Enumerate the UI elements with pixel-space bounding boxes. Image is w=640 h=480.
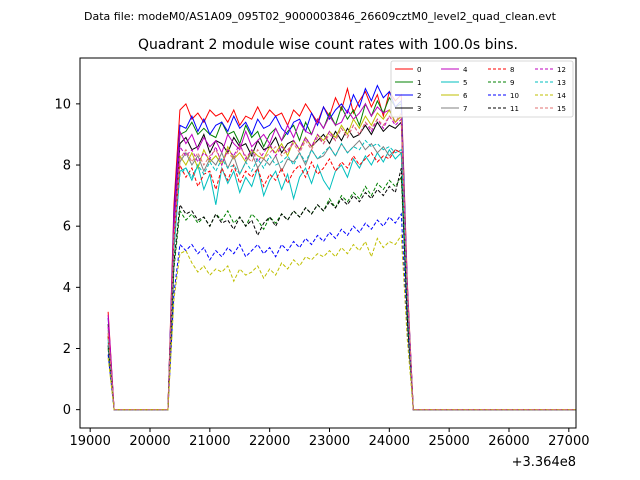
series-line-8 bbox=[107, 149, 576, 411]
legend-label-0: 0 bbox=[417, 66, 421, 74]
series-line-2 bbox=[107, 84, 576, 411]
series-line-15 bbox=[107, 111, 576, 411]
series-line-13 bbox=[107, 139, 576, 411]
legend-label-1: 1 bbox=[417, 79, 421, 87]
series-line-7 bbox=[107, 139, 576, 411]
series-line-11 bbox=[107, 167, 576, 411]
plot-frame bbox=[79, 57, 577, 429]
legend-label-11: 11 bbox=[510, 105, 519, 113]
legend-label-13: 13 bbox=[557, 79, 566, 87]
legend-label-2: 2 bbox=[417, 92, 421, 100]
series-line-5 bbox=[107, 148, 576, 411]
y-tick-label: 8 bbox=[63, 159, 71, 174]
y-tick-label: 0 bbox=[63, 403, 71, 418]
legend-label-14: 14 bbox=[557, 92, 566, 100]
legend-label-3: 3 bbox=[417, 105, 421, 113]
x-tick-label: 24000 bbox=[369, 434, 410, 449]
series-line-10 bbox=[107, 212, 576, 411]
series-line-14 bbox=[107, 233, 576, 411]
legend-label-10: 10 bbox=[510, 92, 519, 100]
y-tick-label: 2 bbox=[63, 342, 71, 357]
x-tick-label: 26000 bbox=[488, 434, 529, 449]
x-axis: 19000 20000 21000 22000 23000 24000 25000 26000… bbox=[69, 428, 589, 449]
legend-frame bbox=[390, 60, 574, 118]
chart-suptitle: Data file: modeM0/AS1A09_095T02_90000038… bbox=[84, 10, 557, 23]
x-tick-label: 27000 bbox=[548, 434, 589, 449]
series-layer bbox=[107, 84, 576, 411]
chart-title: Quadrant 2 module wise count rates with … bbox=[138, 37, 518, 53]
legend-label-5: 5 bbox=[463, 79, 467, 87]
series-line-12 bbox=[107, 115, 576, 411]
series-line-9 bbox=[107, 175, 576, 411]
y-tick-label: 4 bbox=[63, 281, 71, 296]
legend-label-15: 15 bbox=[557, 105, 566, 113]
x-tick-label: 22000 bbox=[249, 434, 290, 449]
series-line-1 bbox=[107, 96, 576, 411]
x-tick-label: 21000 bbox=[189, 434, 230, 449]
legend-label-4: 4 bbox=[463, 66, 468, 74]
legend-label-8: 8 bbox=[510, 66, 514, 74]
y-axis: 0 2 4 6 8 10 bbox=[54, 97, 80, 418]
x-tick-label: 19000 bbox=[69, 434, 110, 449]
x-tick-label: 20000 bbox=[129, 434, 170, 449]
y-tick-label: 10 bbox=[54, 97, 71, 112]
y-tick-label: 6 bbox=[63, 220, 71, 235]
series-line-6 bbox=[107, 108, 576, 411]
legend-label-12: 12 bbox=[557, 66, 566, 74]
legend-label-7: 7 bbox=[463, 105, 467, 113]
legend-label-9: 9 bbox=[510, 79, 514, 87]
x-tick-label: 23000 bbox=[309, 434, 350, 449]
x-tick-label: 25000 bbox=[428, 434, 469, 449]
legend-label-6: 6 bbox=[463, 92, 468, 100]
x-offset-label: +3.364e8 bbox=[512, 455, 576, 470]
